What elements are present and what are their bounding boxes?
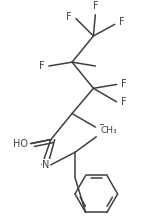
Text: F: F	[121, 97, 126, 107]
Text: F: F	[66, 12, 72, 22]
Text: CH₃: CH₃	[100, 126, 117, 135]
Text: F: F	[121, 79, 126, 89]
Text: F: F	[93, 1, 98, 11]
Text: F: F	[99, 124, 105, 134]
Text: F: F	[119, 17, 124, 27]
Text: HO: HO	[13, 138, 28, 149]
Text: F: F	[39, 61, 45, 71]
Text: N: N	[42, 160, 50, 170]
